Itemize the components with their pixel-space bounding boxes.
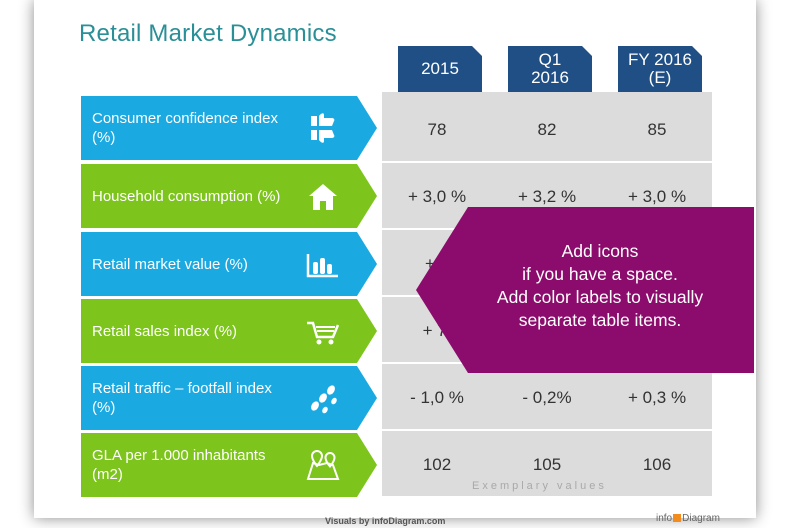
brand-logo: info Diagram: [656, 513, 720, 524]
label-arrow: [357, 164, 377, 228]
callout-pointer: [416, 207, 468, 373]
label-arrow: [357, 299, 377, 363]
cell-r1-q1: 82: [537, 120, 557, 139]
cell-r5-q1: - 0,2%: [522, 388, 572, 407]
row-label-gla: GLA per 1.000 inhabitants (m2): [81, 433, 357, 497]
cell-r1-2015: 78: [427, 120, 447, 139]
cell-r2-fy: + 3,0 %: [627, 187, 687, 206]
cell-r6-q1: 105: [532, 455, 562, 474]
thumbs-icon: [311, 113, 335, 143]
house-icon: [309, 184, 337, 210]
cell-r6-fy: 106: [642, 455, 672, 474]
cell-r2-2015: + 3,0 %: [407, 187, 467, 206]
footer-credit: Visuals by infoDiagram.com: [325, 516, 446, 526]
column-header-2015: 2015: [398, 46, 482, 92]
label-arrow: [357, 232, 377, 296]
column-header-q1-2016: Q1 2016: [508, 46, 592, 92]
row-label-retail-market-value: Retail market value (%): [81, 232, 357, 296]
exemplary-note: Exemplary values: [472, 480, 607, 492]
row-label-household-consumption: Household consumption (%): [81, 164, 357, 228]
column-header-fy-2016: FY 2016 (E): [618, 46, 702, 92]
label-arrow: [357, 96, 377, 160]
logo-mark-icon: [673, 514, 682, 522]
row-divider: [382, 161, 712, 163]
footsteps-icon: [311, 385, 337, 414]
map-pins-icon: [306, 449, 340, 480]
shopping-cart-icon: [307, 321, 340, 345]
label-arrow: [357, 433, 377, 497]
page-title: Retail Market Dynamics: [79, 20, 337, 47]
callout-text: Add icons if you have a space. Add color…: [496, 241, 704, 330]
bar-chart-icon: [306, 254, 338, 278]
row-divider: [382, 429, 712, 431]
cell-r6-2015: 102: [422, 455, 452, 474]
cell-r5-2015: - 1,0 %: [410, 388, 464, 407]
cell-r2-q1: + 3,2 %: [517, 187, 577, 206]
row-label-retail-traffic: Retail traffic – footfall index (%): [81, 366, 357, 430]
cell-r5-fy: + 0,3 %: [627, 388, 687, 407]
label-arrow: [357, 366, 377, 430]
cell-r1-fy: 85: [647, 120, 667, 139]
callout-box: [468, 207, 754, 373]
row-label-consumer-confidence: Consumer confidence index (%): [81, 96, 357, 160]
row-label-retail-sales-index: Retail sales index (%): [81, 299, 357, 363]
